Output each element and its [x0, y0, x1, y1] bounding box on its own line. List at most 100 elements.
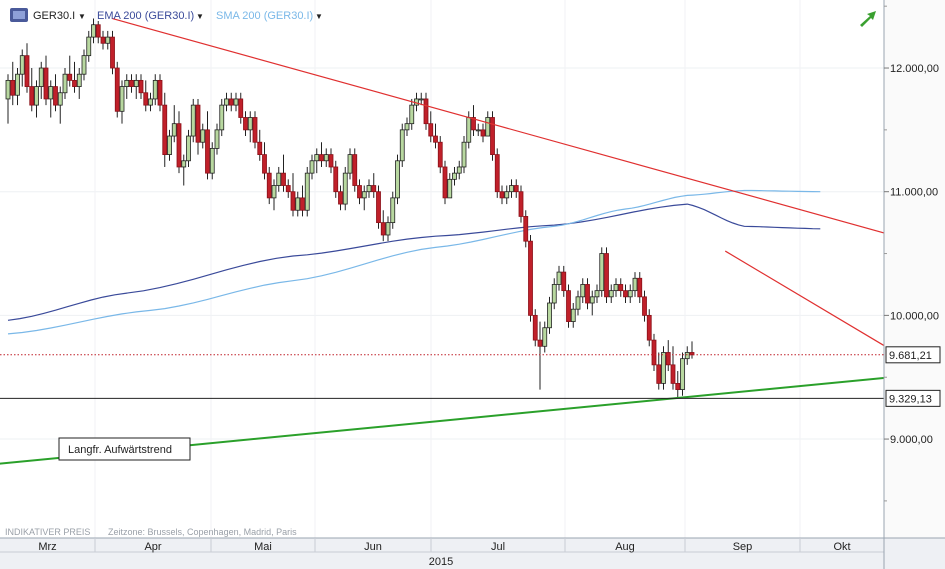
x-axis-months: Mrz Apr Mai Jun Jul Aug Sep Okt [38, 538, 851, 553]
price-marker-label: 9.329,13 [889, 393, 932, 405]
candle-body [10, 79, 16, 96]
candle-body [499, 191, 505, 199]
instrument-dropdown-icon[interactable]: ▼ [78, 12, 86, 21]
sma-indicator-label[interactable]: SMA 200 (GER30.I) [216, 10, 313, 22]
ema-line [7, 203, 821, 321]
annotation-text: Langfr. Aufwärtstrend [68, 444, 172, 456]
candle-body [537, 339, 543, 347]
candle-body [62, 73, 68, 94]
candle-body [680, 358, 685, 390]
candle-body [262, 154, 267, 174]
candle-body [209, 148, 215, 174]
indicative-price-label: INDIKATIVER PREIS [5, 527, 90, 537]
candle-body [642, 296, 647, 316]
candle-body [570, 308, 576, 322]
candle-body [409, 104, 415, 125]
candle-body [281, 172, 286, 186]
candle-body [86, 36, 92, 57]
candle-body [38, 67, 44, 87]
candle-body [494, 154, 500, 193]
candle-body [556, 271, 562, 285]
candle-body [627, 290, 633, 298]
y-tick-label: 11.000,00 [890, 187, 938, 199]
candle-body [200, 129, 206, 143]
candle-body [637, 277, 643, 298]
candle-body [319, 154, 324, 162]
candle-body [404, 123, 410, 131]
candle-body [295, 197, 301, 211]
candle-body [34, 86, 39, 106]
y-axis-panel [884, 0, 945, 538]
y-tick-label: 10.000,00 [890, 310, 939, 322]
candle-body [480, 129, 486, 137]
x-month-label: Sep [733, 541, 753, 553]
y-tick-label: 9.000,00 [890, 434, 933, 446]
candle-body [399, 129, 405, 162]
candle-body [466, 117, 472, 143]
candle-body [342, 172, 348, 205]
candles [5, 18, 695, 399]
candle-body [390, 197, 396, 224]
candle-body [119, 86, 125, 112]
candle-body [380, 222, 386, 236]
candle-body [475, 129, 481, 132]
candle-body [271, 185, 277, 199]
candle-body [656, 364, 662, 384]
y-tick-label: 12.000,00 [890, 63, 939, 75]
gridlines [0, 0, 884, 538]
candle-body [551, 284, 557, 304]
candle-body [604, 253, 609, 298]
candle-body [665, 352, 671, 366]
candle-body [504, 191, 510, 199]
candle-body [81, 55, 87, 75]
candle-body [646, 314, 652, 341]
x-month-label: Apr [144, 541, 161, 553]
sma-line [7, 189, 821, 335]
candle-body [485, 117, 491, 137]
candle-body [670, 364, 676, 384]
ema-dropdown-icon[interactable]: ▼ [196, 12, 204, 21]
candle-body [48, 86, 54, 100]
candle-body [285, 185, 291, 193]
candle-body [675, 383, 681, 390]
y-axis-ticks: 9.000,00 10.000,00 11.000,00 12.000,00 [884, 5, 939, 502]
annotation-box[interactable]: Langfr. Aufwärtstrend [58, 437, 191, 461]
candle-body [376, 191, 381, 224]
candle-body [167, 135, 172, 155]
candle-body [181, 160, 187, 168]
candle-body [57, 92, 63, 106]
candle-body [461, 141, 467, 168]
candle-body [471, 117, 476, 131]
candle-body [252, 117, 258, 143]
candle-body [585, 284, 590, 304]
ema-indicator-label[interactable]: EMA 200 (GER30.I) [97, 10, 194, 22]
candle-body [95, 24, 101, 38]
candle-body [661, 352, 666, 384]
candle-body [228, 98, 234, 106]
candle-body [91, 24, 96, 38]
candle-body [385, 222, 391, 236]
instrument-label[interactable]: GER30.I [33, 10, 75, 22]
candle-body [395, 160, 400, 199]
candle-body [15, 73, 20, 96]
candle-body [233, 98, 239, 106]
candle-body [561, 271, 567, 292]
candle-body [105, 36, 111, 44]
x-month-label: Mrz [38, 541, 56, 553]
trend-arrow-icon[interactable] [860, 11, 876, 27]
candle-body [323, 154, 329, 162]
candle-body [72, 79, 77, 87]
candle-body [176, 123, 182, 168]
candle-body [143, 92, 149, 106]
candle-body [157, 79, 163, 106]
candle-body [575, 296, 581, 310]
sma-dropdown-icon[interactable]: ▼ [315, 12, 323, 21]
candle-body [523, 216, 529, 242]
candle-body [171, 123, 177, 137]
sma-200-path [7, 189, 821, 335]
candle-body [247, 117, 253, 131]
candle-body [76, 73, 82, 87]
candle-body [338, 191, 343, 205]
candle-body [361, 191, 367, 199]
